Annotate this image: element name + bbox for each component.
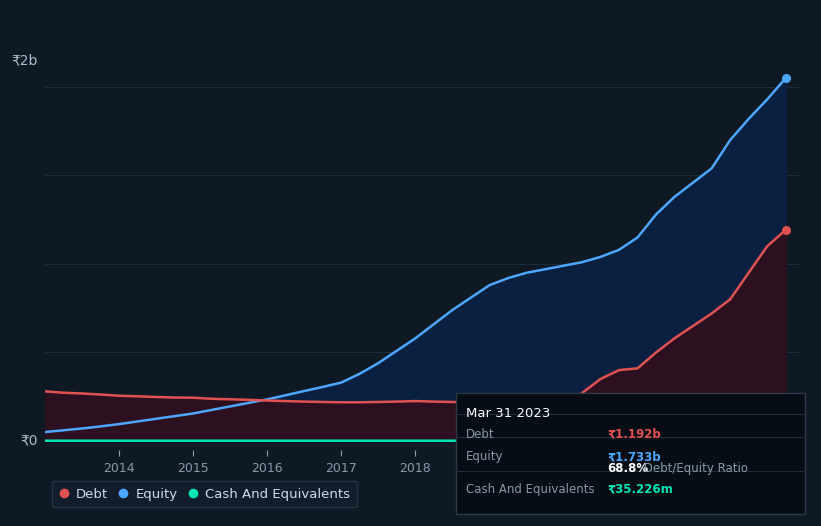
Text: 68.8%: 68.8% [608, 462, 649, 475]
Text: ₹2b: ₹2b [11, 54, 38, 67]
Text: Equity: Equity [466, 450, 503, 463]
Legend: Debt, Equity, Cash And Equivalents: Debt, Equity, Cash And Equivalents [52, 481, 357, 508]
Point [779, 74, 792, 83]
Text: Debt/Equity Ratio: Debt/Equity Ratio [640, 462, 749, 475]
Text: Mar 31 2023: Mar 31 2023 [466, 407, 550, 420]
Text: ₹1.733b: ₹1.733b [608, 450, 661, 463]
Text: ₹35.226m: ₹35.226m [608, 483, 673, 496]
Text: ₹0: ₹0 [20, 434, 38, 448]
Text: ₹1.192b: ₹1.192b [608, 428, 661, 441]
Point [779, 435, 792, 443]
Point [779, 226, 792, 234]
Text: Cash And Equivalents: Cash And Equivalents [466, 483, 594, 496]
Text: Debt: Debt [466, 428, 494, 441]
